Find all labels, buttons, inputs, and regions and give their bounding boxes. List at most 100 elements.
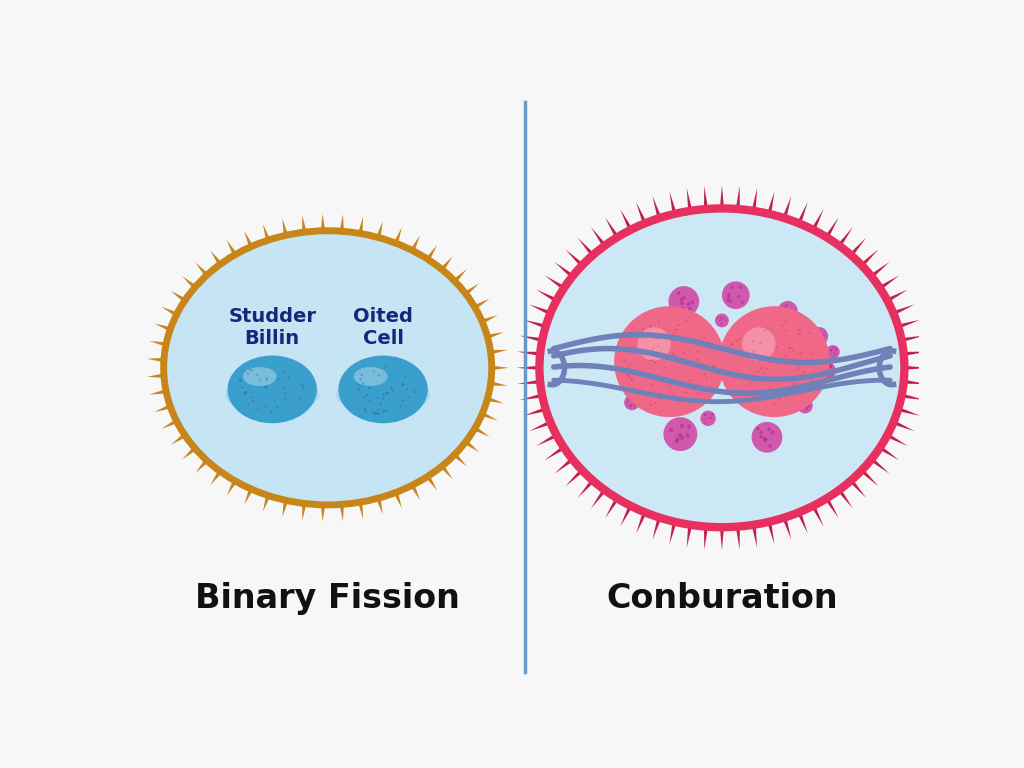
Polygon shape	[263, 494, 270, 511]
Circle shape	[301, 384, 303, 386]
Circle shape	[625, 395, 640, 410]
Circle shape	[669, 386, 671, 388]
Circle shape	[385, 392, 387, 394]
Circle shape	[809, 359, 811, 361]
Polygon shape	[517, 379, 542, 384]
Circle shape	[664, 417, 697, 451]
Circle shape	[829, 366, 831, 368]
Polygon shape	[162, 419, 178, 429]
Circle shape	[823, 334, 825, 336]
Circle shape	[633, 390, 635, 392]
Polygon shape	[767, 520, 774, 545]
Polygon shape	[357, 217, 364, 235]
Polygon shape	[453, 452, 467, 466]
Circle shape	[698, 383, 700, 386]
Polygon shape	[859, 468, 879, 486]
Circle shape	[382, 410, 385, 412]
Circle shape	[413, 389, 416, 390]
Polygon shape	[735, 525, 740, 550]
Circle shape	[813, 330, 815, 333]
Ellipse shape	[339, 356, 428, 423]
Circle shape	[685, 319, 687, 322]
Ellipse shape	[164, 230, 492, 505]
Circle shape	[803, 392, 805, 394]
Circle shape	[643, 319, 646, 322]
Circle shape	[762, 379, 764, 382]
Polygon shape	[636, 511, 647, 534]
Circle shape	[672, 353, 674, 355]
Circle shape	[786, 308, 788, 310]
Circle shape	[374, 413, 376, 415]
Circle shape	[657, 345, 659, 347]
Circle shape	[650, 384, 652, 386]
Circle shape	[251, 369, 254, 371]
Polygon shape	[554, 457, 574, 474]
Polygon shape	[735, 186, 740, 210]
Polygon shape	[636, 202, 647, 225]
Circle shape	[650, 359, 652, 362]
Polygon shape	[147, 373, 165, 378]
Circle shape	[712, 413, 713, 415]
Circle shape	[833, 347, 834, 349]
Circle shape	[756, 427, 760, 430]
Polygon shape	[900, 336, 925, 343]
Circle shape	[766, 368, 768, 369]
Circle shape	[826, 375, 828, 377]
Circle shape	[259, 379, 261, 381]
Circle shape	[797, 354, 798, 356]
Polygon shape	[886, 432, 907, 446]
Circle shape	[681, 338, 683, 340]
Circle shape	[625, 364, 627, 366]
Polygon shape	[302, 502, 307, 520]
Circle shape	[792, 346, 804, 358]
Text: Binary Fission: Binary Fission	[196, 582, 460, 615]
Circle shape	[366, 410, 368, 412]
Circle shape	[360, 374, 364, 376]
Circle shape	[829, 366, 831, 368]
Circle shape	[682, 352, 684, 353]
Circle shape	[829, 364, 831, 366]
Ellipse shape	[227, 356, 316, 423]
Circle shape	[284, 398, 287, 400]
Polygon shape	[824, 496, 839, 518]
Circle shape	[702, 368, 705, 370]
Polygon shape	[517, 352, 542, 356]
Circle shape	[779, 390, 781, 392]
Circle shape	[721, 323, 723, 325]
Circle shape	[406, 389, 408, 391]
Circle shape	[247, 372, 249, 375]
Circle shape	[712, 366, 714, 368]
Circle shape	[282, 388, 285, 389]
Circle shape	[794, 348, 796, 349]
Circle shape	[727, 299, 730, 302]
Circle shape	[244, 392, 247, 395]
Circle shape	[808, 405, 810, 407]
Polygon shape	[339, 214, 344, 232]
Polygon shape	[473, 299, 489, 310]
Circle shape	[785, 313, 788, 316]
Circle shape	[735, 339, 737, 342]
Circle shape	[369, 400, 371, 402]
Circle shape	[771, 431, 774, 435]
Polygon shape	[283, 499, 289, 517]
Circle shape	[652, 359, 654, 361]
Polygon shape	[357, 501, 364, 519]
Polygon shape	[147, 358, 165, 362]
Polygon shape	[425, 475, 437, 491]
Polygon shape	[321, 504, 326, 521]
Circle shape	[364, 396, 366, 398]
Circle shape	[654, 402, 656, 404]
Circle shape	[809, 332, 811, 334]
Circle shape	[705, 413, 707, 415]
Polygon shape	[782, 196, 792, 220]
Circle shape	[690, 300, 694, 304]
Circle shape	[715, 313, 729, 327]
Circle shape	[773, 402, 775, 405]
Circle shape	[302, 386, 304, 389]
Circle shape	[618, 364, 621, 366]
Circle shape	[750, 383, 752, 385]
Circle shape	[620, 362, 622, 363]
Polygon shape	[339, 503, 344, 521]
Circle shape	[652, 391, 654, 393]
Polygon shape	[480, 412, 498, 421]
